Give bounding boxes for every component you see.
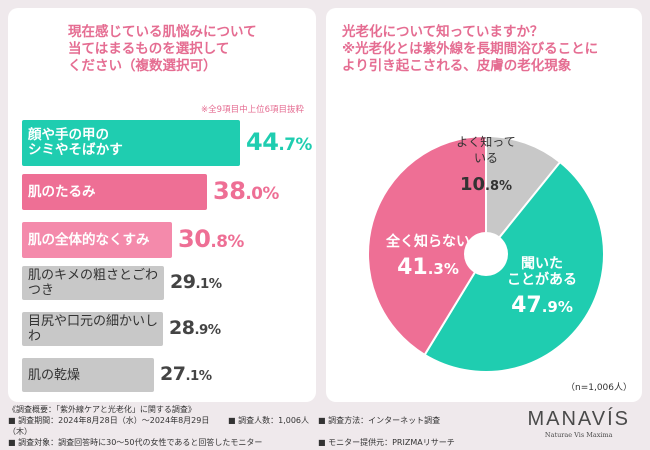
bar-3: 肌の全体的なくすみ <box>22 222 172 258</box>
bar-value-1: 44.7% <box>246 128 312 156</box>
brand-logo: MANAVÍS Naturae Vis Maxima <box>527 408 630 439</box>
bar-value-2: 38.0% <box>213 177 279 205</box>
bar-value-4: 29.1% <box>170 271 222 293</box>
sample-size: （n=1,006人） <box>565 383 632 393</box>
pie-slice-2 <box>423 160 605 373</box>
pie-label-3: 全く知らない <box>385 233 470 250</box>
question-title-2: 光老化について知っていますか？ ※光老化とは紫外線を長期間浴びることに より引き… <box>342 24 599 74</box>
logo-tagline: Naturae Vis Maxima <box>544 431 613 439</box>
pie-label-1: よく知っている <box>456 135 515 165</box>
footer-provider: ■ モニター提供元：PRIZMAリサーチ <box>318 438 455 447</box>
pie-value-3: 41.3% <box>397 255 459 280</box>
bar-value-6: 27.1% <box>160 363 212 385</box>
footer-count: ■ 調査人数：1,006人 <box>228 416 310 425</box>
bar-5: 目尻や口元の細かいしわ <box>22 312 163 346</box>
bar-value-3: 30.8% <box>178 225 244 253</box>
pie-slice-1 <box>485 134 562 257</box>
pie-value-1: 10.8% <box>460 174 512 195</box>
pie-hole <box>464 232 508 276</box>
bar-1: 顔や手の甲の シミやそばかす <box>22 120 240 166</box>
footer-heading: 《調査概要：「紫外線ケアと光老化」に関する調査》 <box>8 405 196 414</box>
left-panel: 現在感じている肌悩みについて 当てはまるものを選択して ください（複数選択可） … <box>8 8 316 402</box>
bar-value-5: 28.9% <box>169 317 221 339</box>
footer-target: ■ 調査対象：調査回答時に30〜50代の女性であると回答したモニター <box>8 438 263 447</box>
pie-label-2: 聞いたことがある <box>507 256 577 288</box>
footer-period: ■ 調査期間：2024年8月28日（水）〜2024年8月29日（木） <box>8 416 210 436</box>
bar-2: 肌のたるみ <box>22 174 207 210</box>
bar-4: 肌のキメの粗さとごわつき <box>22 266 164 300</box>
logo-name: MANAVÍS <box>527 408 630 430</box>
question-title: 現在感じている肌悩みについて 当てはまるものを選択して ください（複数選択可） <box>68 24 257 74</box>
right-panel: 光老化について知っていますか？ ※光老化とは紫外線を長期間浴びることに より引き… <box>326 8 642 402</box>
survey-footer: 《調査概要：「紫外線ケアと光老化」に関する調査》 ■ 調査期間：2024年8月2… <box>8 404 508 448</box>
pie-value-2: 47.9% <box>511 293 573 318</box>
pie-chart: よく知っている 10.8% 聞いたことがある 47.9% 全く知らない 41.3% <box>367 134 605 373</box>
bar-6: 肌の乾燥 <box>22 358 154 392</box>
footer-method: ■ 調査方法：インターネット調査 <box>318 416 441 425</box>
question-note: ※全9項目中上位6項目抜粋 <box>201 105 304 115</box>
pie-slice-3 <box>367 134 487 357</box>
